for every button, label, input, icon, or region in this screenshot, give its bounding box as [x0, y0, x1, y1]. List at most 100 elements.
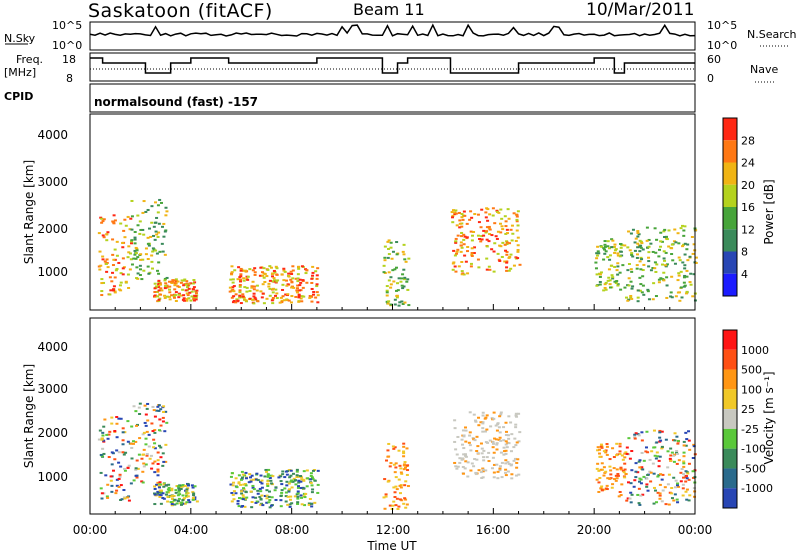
- velocity-cell: [159, 408, 163, 411]
- velocity-cell: [153, 442, 157, 445]
- power-cell: [631, 255, 635, 258]
- velocity-cell: [148, 457, 152, 460]
- velocity-cell: [468, 431, 472, 434]
- power-cbar-swatch: [723, 229, 737, 252]
- power-cell: [242, 277, 246, 280]
- power-cell: [396, 282, 400, 285]
- power-cell: [174, 291, 178, 294]
- velocity-cell: [102, 425, 106, 428]
- velocity-cell: [244, 484, 248, 487]
- power-cell: [683, 267, 687, 270]
- velocity-cell: [404, 480, 408, 483]
- power-cell: [402, 285, 406, 288]
- power-cell: [678, 259, 682, 262]
- power-cell: [250, 285, 254, 288]
- velocity-cell: [267, 495, 271, 498]
- power-cell: [123, 218, 127, 221]
- power-cell: [636, 242, 640, 245]
- power-cell: [252, 292, 256, 295]
- velocity-cell: [185, 495, 189, 498]
- velocity-cell: [598, 452, 602, 455]
- power-cell: [462, 233, 466, 236]
- velocity-cell: [248, 473, 252, 476]
- power-cell: [406, 278, 410, 281]
- velocity-cell: [101, 434, 105, 437]
- power-cell: [163, 296, 167, 299]
- velocity-cell: [135, 459, 139, 462]
- power-cell: [393, 303, 397, 306]
- velocity-cell: [637, 487, 641, 490]
- power-cell: [647, 298, 651, 301]
- velocity-cell: [157, 409, 161, 412]
- velocity-cell: [146, 402, 150, 405]
- velocity-cell: [114, 492, 118, 495]
- velocity-cell: [149, 454, 153, 457]
- velocity-cell: [676, 442, 680, 445]
- velocity-cell: [393, 471, 397, 474]
- velocity-cell: [266, 480, 270, 483]
- power-cell: [119, 281, 123, 284]
- power-cell: [291, 269, 295, 272]
- power-cell: [395, 294, 399, 297]
- velocity-cell: [494, 424, 498, 427]
- velocity-cell: [481, 468, 485, 471]
- power-cell: [308, 296, 312, 299]
- velocity-cell: [605, 445, 609, 448]
- velocity-cell: [165, 484, 169, 487]
- velocity-cell: [652, 429, 656, 432]
- power-cell: [647, 256, 651, 259]
- velocity-cell: [625, 446, 629, 449]
- power-cell: [133, 242, 137, 245]
- power-cell: [163, 279, 167, 282]
- velocity-cell: [288, 476, 292, 479]
- velocity-cell: [462, 447, 466, 450]
- velocity-cell: [126, 440, 130, 443]
- power-cell: [681, 224, 685, 227]
- power-cell: [130, 215, 134, 218]
- power-cell: [314, 270, 318, 273]
- velocity-cell: [191, 498, 195, 501]
- power-cell: [485, 238, 489, 241]
- velocity-cell: [107, 433, 111, 436]
- power-cell: [243, 286, 247, 289]
- velocity-cell: [658, 492, 662, 495]
- power-cell: [111, 238, 115, 241]
- power-cell: [271, 302, 275, 305]
- velocity-cell: [287, 489, 291, 492]
- velocity-cell: [191, 491, 195, 494]
- velocity-cell: [660, 500, 664, 503]
- power-cell: [310, 295, 314, 298]
- velocity-cell: [173, 503, 177, 506]
- velocity-cell: [684, 475, 688, 478]
- velocity-cell: [476, 445, 480, 448]
- vel-cbar-tick: -25: [741, 423, 759, 436]
- power-cell: [174, 278, 178, 281]
- velocity-cell: [260, 479, 264, 482]
- velocity-cell: [634, 432, 638, 435]
- velocity-cell: [404, 498, 408, 501]
- velocity-cell: [517, 412, 521, 415]
- velocity-cell: [122, 496, 126, 499]
- power-cell: [610, 274, 614, 277]
- velocity-cell: [244, 471, 248, 474]
- velocity-cell: [676, 482, 680, 485]
- velocity-cell: [640, 466, 644, 469]
- velocity-cell: [155, 409, 159, 412]
- power-cell: [315, 285, 319, 288]
- power-cell: [651, 250, 655, 253]
- velocity-cell: [659, 473, 663, 476]
- power-cell: [663, 259, 667, 262]
- power-cell: [469, 262, 473, 265]
- power-cell: [273, 279, 277, 282]
- velocity-cell: [483, 417, 487, 420]
- power-cell: [454, 212, 458, 215]
- velocity-cell: [480, 447, 484, 450]
- velocity-cell: [266, 483, 270, 486]
- power-cell: [685, 275, 689, 278]
- power-cell: [507, 269, 511, 272]
- velocity-cell: [634, 470, 638, 473]
- velocity-cell: [499, 411, 503, 414]
- velocity-cell: [660, 478, 664, 481]
- velocity-cell: [661, 473, 665, 476]
- power-cell: [689, 283, 693, 286]
